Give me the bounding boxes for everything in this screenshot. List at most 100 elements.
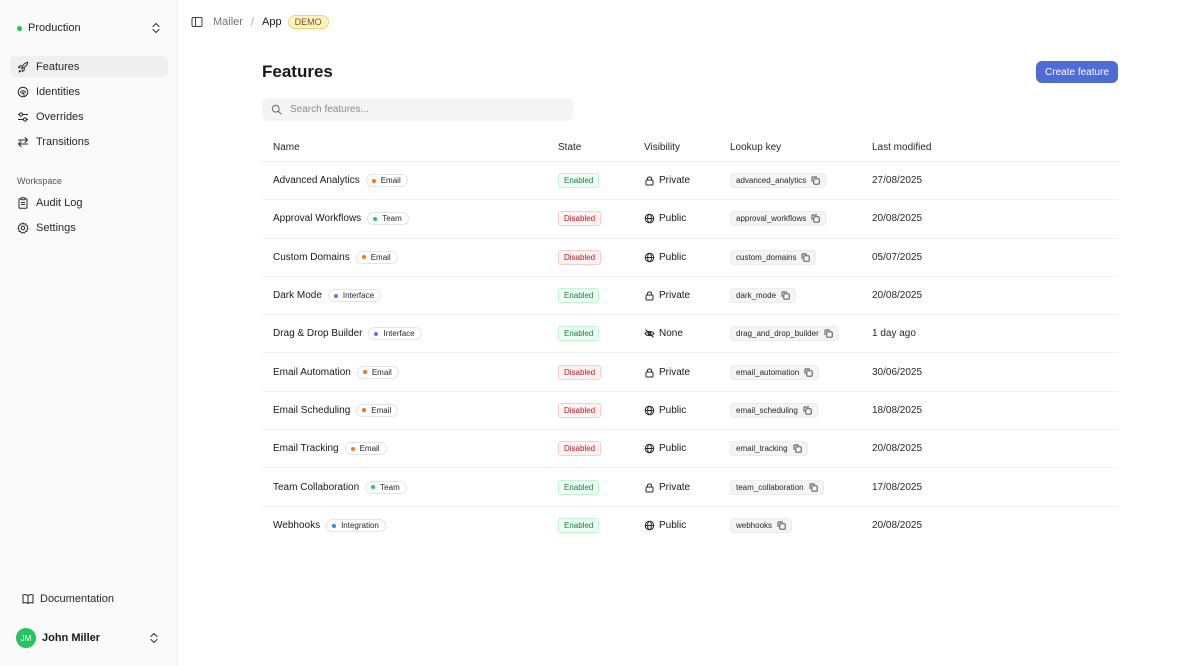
sidebar-item-identities[interactable]: Identities — [10, 81, 168, 102]
state-cell: Enabled — [558, 288, 644, 304]
feature-name[interactable]: Dark Mode — [273, 290, 322, 302]
feature-name[interactable]: Advanced Analytics — [273, 175, 360, 187]
workspace-nav: Audit Log Settings — [10, 192, 168, 242]
visibility-label: Private — [659, 175, 691, 187]
copy-icon[interactable] — [801, 253, 811, 262]
sidebar-toggle-icon[interactable] — [191, 16, 203, 28]
state-badge: Enabled — [558, 326, 600, 342]
demo-badge: DEMO — [287, 15, 329, 29]
visibility-label: Public — [659, 213, 687, 225]
breadcrumb-current: App — [262, 16, 282, 28]
last-modified-value: 18/08/2025 — [872, 404, 923, 416]
category-tag: Interface — [327, 289, 382, 303]
table-row[interactable]: Advanced Analytics Email Enabled Private adv… — [262, 162, 1119, 201]
category-label: Integration — [341, 521, 379, 531]
feature-name[interactable]: Custom Domains — [273, 251, 350, 263]
lookup-key-cell: advanced_analytics — [730, 173, 872, 189]
category-tag: Team — [365, 480, 407, 494]
feature-name[interactable]: Webhooks — [273, 520, 321, 532]
lookup-key-cell: custom_domains — [730, 249, 872, 265]
create-feature-button[interactable]: Create feature — [1036, 61, 1118, 83]
category-dot — [371, 178, 376, 183]
table-row[interactable]: Custom Domains Email Disabled Public custom_… — [262, 239, 1119, 277]
table-row[interactable]: Email Automation Email Disabled Private emai… — [262, 353, 1119, 392]
breadcrumb: Mailer / App DEMO — [191, 12, 329, 32]
column-header-last-modified: Last modified — [872, 142, 932, 153]
sidebar-item-settings[interactable]: Settings — [10, 217, 168, 238]
column-header-name: Name — [273, 142, 300, 153]
feature-name-cell: Custom Domains Email — [262, 250, 558, 264]
last-modified-cell: 1 day ago — [872, 328, 1119, 339]
sidebar-item-features[interactable]: Features — [10, 56, 168, 77]
copy-icon[interactable] — [804, 368, 813, 377]
lookup-key-value: webhooks — [736, 521, 773, 531]
sidebar-item-transitions[interactable]: Transitions — [10, 131, 168, 152]
search-input[interactable] — [290, 104, 550, 115]
lookup-key-cell: approval_workflows — [730, 211, 872, 227]
copy-icon[interactable] — [809, 483, 818, 492]
visibility-label: Private — [659, 290, 691, 302]
sidebar-item-label: Audit Log — [36, 196, 83, 209]
lock-icon — [644, 367, 655, 378]
page-title: Features — [262, 62, 333, 81]
last-modified-value: 20/08/2025 — [872, 213, 923, 225]
visibility-cell: Public — [644, 252, 730, 263]
documentation-link[interactable]: Documentation — [22, 593, 114, 605]
state-badge: Disabled — [558, 211, 602, 227]
category-dot — [362, 370, 367, 375]
avatar: JM — [16, 628, 36, 648]
globe-icon — [644, 443, 655, 454]
feature-name[interactable]: Email Scheduling — [273, 404, 351, 416]
category-label: Email — [380, 176, 401, 186]
environment-selector[interactable]: Production — [10, 17, 168, 39]
column-header-visibility: Visibility — [644, 142, 680, 153]
visibility-cell: Public — [644, 213, 730, 224]
last-modified-cell: 05/07/2025 — [872, 252, 1119, 263]
lock-icon — [644, 482, 655, 493]
visibility-cell: Public — [644, 443, 730, 454]
feature-name[interactable]: Approval Workflows — [273, 213, 362, 225]
copy-icon[interactable] — [811, 176, 820, 185]
category-dot — [333, 293, 338, 298]
copy-icon[interactable] — [811, 214, 820, 224]
environment-label: Production — [28, 22, 81, 34]
category-label: Team — [380, 482, 400, 492]
feature-name[interactable]: Email Tracking — [273, 443, 339, 455]
sliders-icon — [17, 111, 29, 123]
user-menu[interactable]: JM John Miller — [16, 627, 166, 649]
lookup-key-cell: team_collaboration — [730, 479, 872, 495]
column-header-lookup-key: Lookup key — [730, 142, 782, 153]
sidebar-item-overrides[interactable]: Overrides — [10, 106, 168, 127]
table-row[interactable]: Team Collaboration Team Enabled Private team… — [262, 468, 1119, 507]
chevron-up-down-icon — [150, 21, 162, 35]
category-label: Team — [382, 214, 402, 224]
lookup-key-chip: email_tracking — [730, 441, 808, 457]
feature-name[interactable]: Email Automation — [273, 366, 351, 378]
category-tag: Integration — [326, 519, 386, 533]
lookup-key-chip: drag_and_drop_builder — [730, 326, 839, 342]
feature-name[interactable]: Team Collaboration — [273, 481, 360, 493]
feature-name[interactable]: Drag & Drop Builder — [273, 328, 363, 340]
table-row[interactable]: Dark Mode Interface Enabled Private dark_mod… — [262, 277, 1119, 316]
copy-icon[interactable] — [777, 521, 786, 530]
visibility-cell: Private — [644, 482, 730, 493]
category-tag: Email — [356, 403, 399, 417]
sidebar-item-label: Transitions — [36, 135, 90, 148]
copy-icon[interactable] — [781, 291, 790, 300]
table-row[interactable]: Webhooks Integration Enabled Public webhooks… — [262, 507, 1119, 545]
copy-icon[interactable] — [803, 406, 812, 415]
visibility-label: Public — [659, 251, 687, 263]
visibility-label: Private — [659, 481, 691, 493]
category-label: Interface — [342, 291, 375, 301]
breadcrumb-parent[interactable]: Mailer — [213, 16, 243, 28]
table-row[interactable]: Approval Workflows Team Disabled Public appr… — [262, 200, 1119, 239]
category-dot — [373, 216, 378, 221]
table-row[interactable]: Email Scheduling Email Disabled Public email… — [262, 392, 1119, 431]
copy-icon[interactable] — [793, 444, 802, 453]
copy-icon[interactable] — [824, 329, 833, 338]
category-label: Email — [371, 405, 392, 415]
sidebar-item-audit-log[interactable]: Audit Log — [10, 192, 168, 213]
table-row[interactable]: Email Tracking Email Disabled Public email_t… — [262, 430, 1119, 469]
last-modified-cell: 20/08/2025 — [872, 290, 1119, 301]
table-row[interactable]: Drag & Drop Builder Interface Enabled None d… — [262, 315, 1119, 354]
